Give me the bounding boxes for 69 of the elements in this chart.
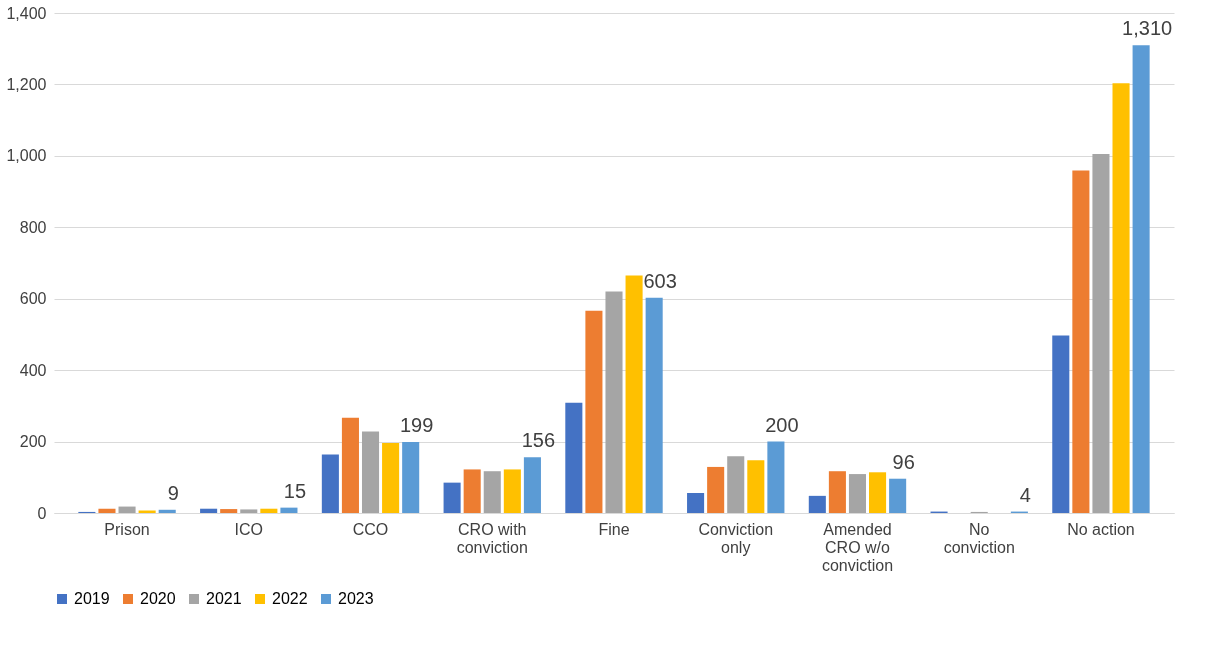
y-tick-label: 800 xyxy=(19,218,47,236)
x-tick-label: Prison xyxy=(104,520,150,538)
bar xyxy=(889,478,907,513)
legend-label: 2019 xyxy=(74,590,110,607)
bar xyxy=(463,469,481,513)
legend-label: 2020 xyxy=(140,590,176,607)
x-tick-label: Amended CRO w/o conviction xyxy=(821,520,894,574)
bar xyxy=(523,457,541,513)
bar xyxy=(605,291,623,513)
y-tick-label: 0 xyxy=(37,504,47,522)
bar xyxy=(158,509,176,513)
y-tick-label: 600 xyxy=(19,290,47,308)
bar xyxy=(503,469,521,513)
y-tick-label: 1,000 xyxy=(6,147,47,165)
x-tick-label: CCO xyxy=(352,520,389,538)
data-label: 96 xyxy=(892,450,915,473)
x-tick-label: Fine xyxy=(598,520,630,538)
x-tick-label: No conviction xyxy=(943,520,1015,556)
data-label: 9 xyxy=(167,481,179,504)
bar xyxy=(1132,45,1150,513)
bar xyxy=(361,431,380,513)
bar xyxy=(98,508,116,513)
bar xyxy=(200,508,218,513)
data-label: 4 xyxy=(1019,483,1031,506)
bar xyxy=(382,443,400,513)
bar xyxy=(767,441,785,513)
bar xyxy=(625,275,643,513)
bar xyxy=(220,509,238,513)
data-label: 200 xyxy=(765,413,799,436)
y-tick-label: 400 xyxy=(19,361,47,379)
y-tick-label: 200 xyxy=(19,433,47,451)
bar xyxy=(727,456,745,513)
bar xyxy=(341,417,359,513)
x-tick-label: CRO with conviction xyxy=(456,520,528,556)
bar xyxy=(1052,335,1070,513)
bar xyxy=(118,506,136,513)
bar xyxy=(848,474,867,513)
bar xyxy=(1072,170,1090,513)
bar xyxy=(707,466,725,513)
legend-label: 2021 xyxy=(206,590,242,607)
legend-label: 2023 xyxy=(338,590,374,607)
bar xyxy=(321,454,339,513)
bar xyxy=(1092,154,1110,513)
bar xyxy=(443,482,461,513)
data-label: 199 xyxy=(400,413,434,436)
legend-label: 2022 xyxy=(272,590,308,607)
bar xyxy=(1112,83,1130,513)
bar xyxy=(483,471,501,513)
x-tick-label: No action xyxy=(1067,520,1135,538)
x-tick-label: ICO xyxy=(234,520,264,538)
data-label: 156 xyxy=(521,429,556,452)
bar xyxy=(747,460,765,513)
y-tick-label: 1,400 xyxy=(6,4,47,22)
bar xyxy=(402,441,420,513)
y-tick-label: 1,200 xyxy=(6,75,47,93)
bar xyxy=(869,472,887,513)
bar xyxy=(828,471,846,513)
data-label: 603 xyxy=(643,269,677,292)
bar xyxy=(687,493,705,513)
x-tick-label: Conviction only xyxy=(698,520,774,556)
bar xyxy=(280,507,298,513)
bar xyxy=(585,310,603,513)
bar xyxy=(645,297,663,513)
data-label: 15 xyxy=(283,479,307,502)
bar xyxy=(565,402,583,513)
bar xyxy=(240,509,258,513)
data-label: 1,310 xyxy=(1122,17,1173,40)
bar xyxy=(808,495,826,513)
bar xyxy=(260,508,278,513)
